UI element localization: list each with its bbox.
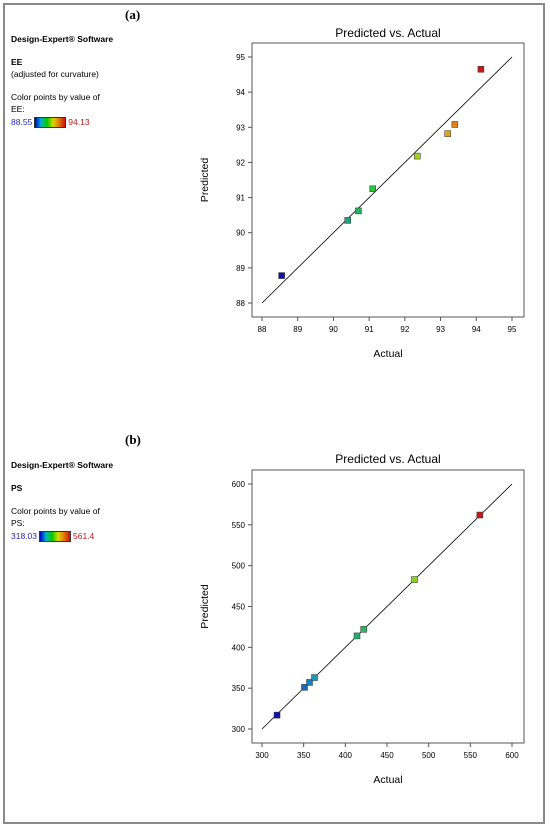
- y-tick-label: 450: [232, 603, 246, 612]
- x-tick-label: 88: [258, 325, 267, 334]
- x-tick-label: 92: [400, 325, 409, 334]
- data-point: [477, 66, 485, 73]
- x-tick-label: 91: [365, 325, 374, 334]
- x-axis-label: Actual: [373, 774, 402, 786]
- y-axis-label: Predicted: [199, 584, 211, 629]
- legend-panel-b: Design-Expert® Software PS Color points …: [11, 459, 113, 542]
- data-point: [360, 626, 367, 633]
- color-scale-max: 561.4: [73, 531, 95, 541]
- chart-0: Predicted vs. Actual 88 89 90 91 92 93 94 95 88 89…: [199, 26, 525, 360]
- software-label: Design-Expert® Software: [11, 34, 114, 44]
- data-point: [444, 130, 451, 137]
- data-point: [411, 576, 418, 583]
- y-tick-label: 94: [236, 88, 245, 97]
- color-scale-min: 88.55: [11, 117, 33, 127]
- y-tick-label: 92: [236, 158, 245, 167]
- x-tick-label: 93: [436, 325, 445, 334]
- figure-frame: [3, 3, 545, 824]
- chart-title: Predicted vs. Actual: [335, 452, 440, 466]
- panel-label-a: (a): [125, 7, 141, 22]
- x-tick-label: 300: [255, 751, 269, 760]
- y-tick-label: 90: [236, 229, 245, 238]
- color-scale: 88.55 94.13: [11, 116, 113, 128]
- data-point: [476, 511, 484, 519]
- color-caption-response: PS:: [11, 518, 25, 528]
- y-tick-label: 550: [232, 521, 246, 530]
- y-tick-label: 300: [232, 725, 246, 734]
- x-tick-label: 550: [464, 751, 478, 760]
- legend-panel-a: Design-Expert® Software EE (adjusted for…: [11, 33, 113, 128]
- color-scale-bar: [34, 116, 67, 128]
- chart-1: Predicted vs. Actual 300 350 400 450 500 550 60…: [199, 452, 525, 786]
- data-point: [451, 121, 459, 128]
- response-note: (adjusted for curvature): [11, 69, 99, 79]
- y-tick-label: 93: [236, 123, 245, 132]
- color-scale-max: 94.13: [68, 117, 90, 127]
- reference-line: [261, 56, 513, 304]
- data-point: [273, 711, 281, 719]
- x-tick-label: 500: [422, 751, 436, 760]
- data-point: [353, 632, 361, 640]
- plot-area: [251, 469, 525, 744]
- x-tick-label: 350: [297, 751, 311, 760]
- data-point: [414, 152, 421, 160]
- color-caption-response: EE:: [11, 104, 25, 114]
- panel-label-b: (b): [125, 432, 141, 447]
- x-tick-label: 400: [339, 751, 353, 760]
- y-tick-label: 350: [232, 684, 246, 693]
- color-scale-bar: [39, 530, 71, 542]
- y-tick-label: 500: [232, 562, 246, 571]
- x-tick-label: 94: [472, 325, 481, 334]
- response-name: EE: [11, 57, 23, 67]
- y-axis-label: Predicted: [199, 158, 211, 203]
- color-caption: Color points by value of: [11, 506, 100, 516]
- x-tick-label: 450: [380, 751, 394, 760]
- chart-title: Predicted vs. Actual: [335, 26, 440, 40]
- plot-area: [251, 42, 525, 318]
- color-caption: Color points by value of: [11, 92, 100, 102]
- color-scale-min: 318.03: [11, 531, 37, 541]
- color-scale: 318.03 561.4: [11, 530, 113, 542]
- x-tick-label: 90: [329, 325, 338, 334]
- software-label: Design-Expert® Software: [11, 460, 114, 470]
- data-point: [344, 217, 351, 224]
- data-point: [369, 185, 376, 193]
- x-tick-label: 95: [508, 325, 517, 334]
- x-tick-label: 600: [505, 751, 519, 760]
- x-tick-label: 89: [293, 325, 302, 334]
- y-tick-label: 400: [232, 643, 246, 652]
- data-point: [301, 684, 308, 691]
- data-point: [278, 272, 285, 279]
- y-tick-label: 600: [232, 480, 246, 489]
- y-tick-label: 89: [236, 264, 245, 273]
- x-axis-label: Actual: [373, 348, 402, 360]
- data-point: [306, 679, 313, 686]
- y-tick-label: 88: [236, 299, 245, 308]
- data-point: [311, 674, 318, 681]
- response-name: PS: [11, 483, 23, 493]
- y-tick-label: 95: [236, 53, 245, 62]
- y-tick-label: 91: [236, 194, 245, 203]
- data-point: [355, 207, 362, 215]
